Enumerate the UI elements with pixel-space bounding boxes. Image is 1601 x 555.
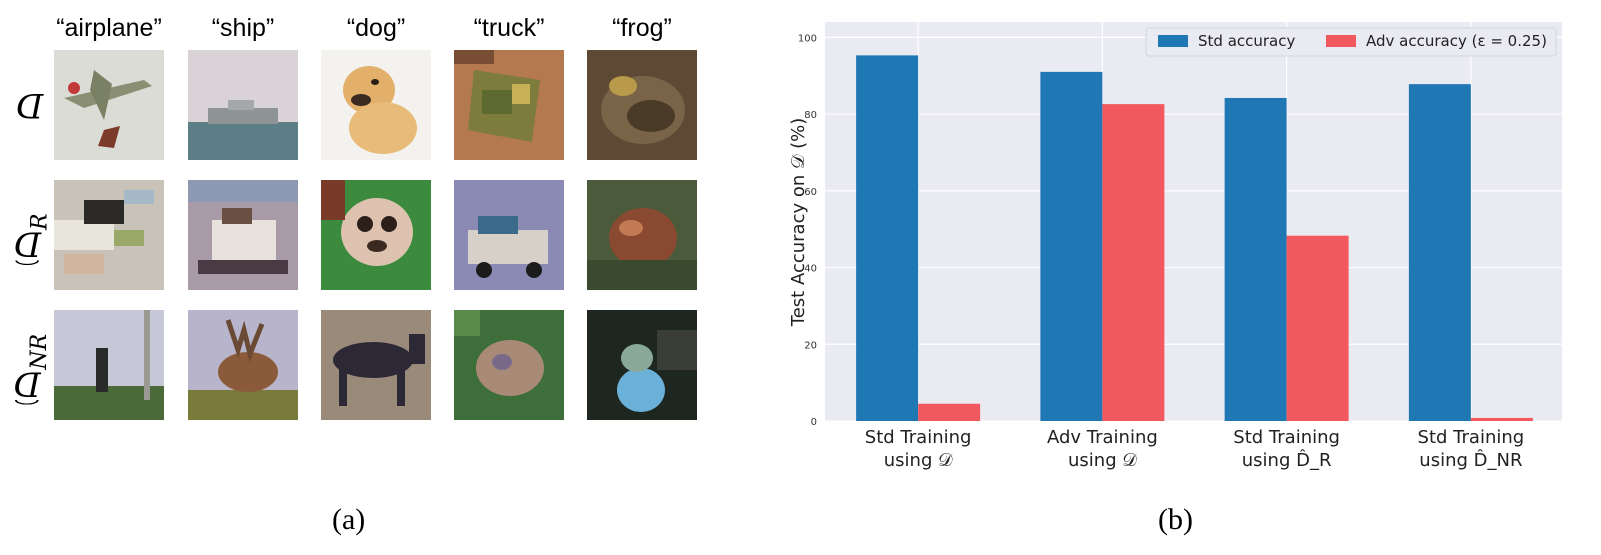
column-label-ship: “ship” — [211, 14, 275, 42]
image-frog-nonrobust — [587, 310, 697, 420]
image-dog-robust — [321, 180, 431, 290]
bars — [856, 55, 1533, 422]
y-tick-label: 100 — [798, 33, 817, 44]
bar-std-0 — [856, 55, 919, 422]
bar-std-1 — [1040, 71, 1103, 421]
column-label-dog: “dog” — [346, 14, 406, 42]
y-tick-label: 60 — [804, 187, 817, 198]
y-tick-label: 40 — [804, 264, 817, 275]
panel-a-caption: (a) — [332, 503, 366, 536]
column-label-airplane: “airplane” — [56, 14, 162, 42]
image-airplane-nonrobust — [54, 310, 164, 420]
column-label-frog: “frog” — [612, 14, 672, 42]
image-airplane-original — [54, 50, 164, 160]
category-label-line1: Std Training — [1233, 427, 1340, 448]
category-label-line1: Adv Training — [1047, 427, 1158, 448]
legend-label-std: Std accuracy — [1198, 32, 1295, 50]
bar-adv-0 — [918, 403, 981, 421]
category-label-line2: using D̂_R — [1242, 450, 1332, 471]
image-dog-nonrobust — [321, 310, 431, 420]
y-tick-label: 20 — [804, 340, 817, 351]
panel-b-caption: (b) — [1158, 503, 1193, 536]
category-label-line1: Std Training — [865, 427, 972, 448]
image-ship-robust — [188, 180, 298, 290]
category-label-line2: using D̂_NR — [1419, 450, 1522, 471]
image-ship-original — [188, 50, 298, 160]
row-label-d-robust: DR — [13, 213, 53, 264]
row-label-d: D — [16, 85, 44, 125]
bar-adv-1 — [1102, 104, 1165, 421]
image-truck-original — [454, 50, 564, 160]
image-airplane-robust — [54, 180, 164, 290]
y-tick-label: 0 — [811, 417, 817, 428]
bar-adv-3 — [1470, 417, 1533, 421]
image-frog-original — [587, 50, 697, 160]
category-label-line2: using 𝒟 — [1068, 450, 1137, 471]
category-label-line1: Std Training — [1418, 427, 1525, 448]
image-frog-robust — [587, 180, 697, 290]
y-tick-label: 80 — [804, 110, 817, 121]
column-label-truck: “truck” — [473, 14, 545, 42]
bar-std-2 — [1224, 97, 1287, 421]
image-truck-robust — [454, 180, 564, 290]
bar-std-3 — [1408, 84, 1471, 422]
bar-adv-2 — [1286, 235, 1349, 421]
legend-swatch-adv — [1326, 35, 1356, 47]
image-dog-original — [321, 50, 431, 160]
row-label-d-nonrobust: DNR — [13, 333, 53, 403]
category-label-line2: using 𝒟 — [884, 450, 953, 471]
image-ship-nonrobust — [188, 310, 298, 420]
y-axis-label: Test Accuracy on 𝒟 (%) — [788, 118, 809, 327]
legend: Std accuracy Adv accuracy (ε = 0.25) — [1145, 27, 1557, 57]
legend-label-adv: Adv accuracy (ε = 0.25) — [1366, 32, 1547, 50]
y-tick-labels: 0 20 40 60 80 100 — [798, 33, 817, 428]
legend-swatch-std — [1158, 35, 1188, 47]
image-truck-nonrobust — [454, 310, 564, 420]
